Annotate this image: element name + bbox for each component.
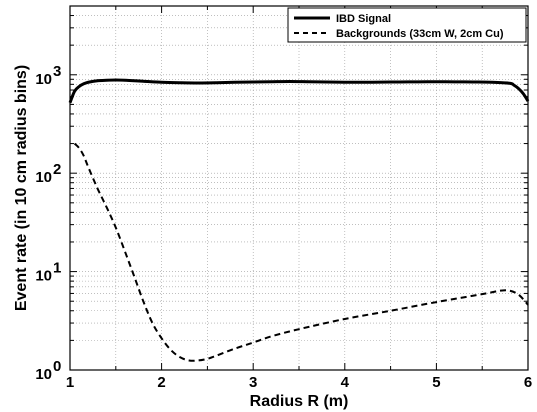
y-tick-label: 10 <box>35 71 52 88</box>
y-tick-label-exponent: 0 <box>53 358 61 375</box>
legend: IBD Signal Backgrounds (33cm W, 2cm Cu) <box>287 7 527 43</box>
y-tick-label: 10 <box>35 169 52 186</box>
x-tick-label: 3 <box>249 374 257 391</box>
x-tick-labels: 1 2 3 4 5 6 <box>66 374 532 391</box>
series-line-ibd-signal <box>68 78 530 104</box>
x-axis-label: Radius R (m) <box>250 393 349 410</box>
x-tick-label: 5 <box>432 374 440 391</box>
y-axis-label: Event rate (in 10 cm radius bins) <box>13 65 30 311</box>
legend-box <box>287 7 527 43</box>
tick-marks <box>69 6 529 370</box>
x-tick-label: 1 <box>66 374 74 391</box>
legend-label-backgrounds: Backgrounds (33cm W, 2cm Cu) <box>336 28 504 40</box>
x-tick-label: 6 <box>524 374 532 391</box>
y-tick-label: 10 <box>35 268 52 285</box>
y-tick-label: 10 <box>35 366 52 383</box>
series-layer <box>68 78 530 362</box>
y-tick-label-exponent: 2 <box>53 161 61 178</box>
y-tick-label-exponent: 3 <box>53 63 61 80</box>
x-tick-label: 2 <box>157 374 165 391</box>
x-tick-label: 4 <box>341 374 350 391</box>
legend-label-ibd-signal: IBD Signal <box>336 13 391 25</box>
y-tick-label-exponent: 1 <box>53 260 61 277</box>
series-line-backgrounds <box>73 142 529 362</box>
